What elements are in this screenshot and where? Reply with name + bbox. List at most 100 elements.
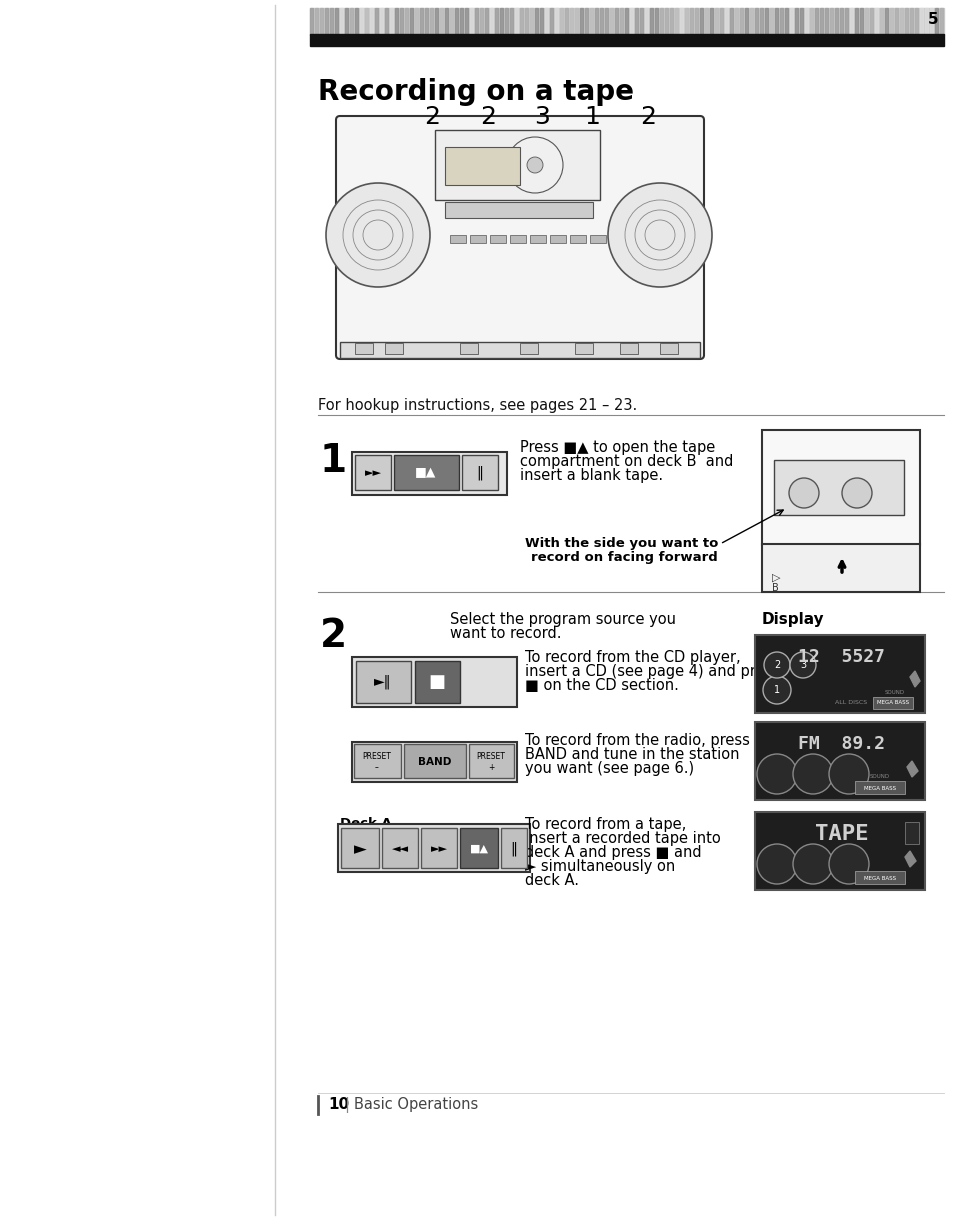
Bar <box>879 9 882 35</box>
Text: For hookup instructions, see pages 21 – 23.: For hookup instructions, see pages 21 – … <box>317 398 637 414</box>
Bar <box>314 9 317 35</box>
Bar <box>754 9 758 35</box>
Text: 2: 2 <box>639 105 656 129</box>
Text: 5: 5 <box>926 12 937 28</box>
Bar <box>644 9 647 35</box>
Bar <box>789 9 792 35</box>
Bar <box>659 343 678 354</box>
Text: BAND and tune in the station: BAND and tune in the station <box>524 747 739 762</box>
Bar <box>700 9 702 35</box>
Text: you want (see page 6.): you want (see page 6.) <box>524 761 694 776</box>
Bar <box>479 9 482 35</box>
Bar <box>724 9 727 35</box>
Text: compartment on deck B  and: compartment on deck B and <box>519 454 733 468</box>
Bar <box>589 9 593 35</box>
Text: 2: 2 <box>319 617 347 655</box>
Bar <box>450 9 453 35</box>
Text: ◄◄: ◄◄ <box>391 844 408 854</box>
Bar <box>834 9 837 35</box>
Text: |: | <box>344 1097 349 1113</box>
Bar <box>655 9 658 35</box>
Bar <box>439 9 442 35</box>
Bar <box>335 9 337 35</box>
Bar <box>569 9 573 35</box>
Text: PRESET
+: PRESET + <box>476 752 505 772</box>
Circle shape <box>762 676 790 704</box>
Bar <box>749 9 752 35</box>
Circle shape <box>792 754 832 794</box>
Text: 3: 3 <box>534 105 549 129</box>
Bar <box>704 9 707 35</box>
Bar <box>350 9 353 35</box>
Text: 2: 2 <box>423 105 439 129</box>
Circle shape <box>792 844 832 884</box>
Bar <box>515 9 517 35</box>
Bar <box>809 9 812 35</box>
Bar <box>894 9 897 35</box>
Bar <box>464 9 468 35</box>
Bar <box>729 9 732 35</box>
Bar <box>754 813 924 891</box>
Bar <box>564 9 567 35</box>
Bar <box>461 455 497 490</box>
Bar <box>664 9 667 35</box>
Bar <box>854 871 904 884</box>
Bar <box>761 544 919 592</box>
Circle shape <box>828 844 868 884</box>
Bar <box>424 9 428 35</box>
Bar <box>649 9 652 35</box>
Text: want to record.: want to record. <box>450 626 561 640</box>
Bar <box>381 828 417 867</box>
Circle shape <box>757 754 796 794</box>
Bar <box>355 9 357 35</box>
Bar <box>444 9 448 35</box>
Bar <box>530 9 533 35</box>
Bar <box>619 9 622 35</box>
Bar <box>714 9 718 35</box>
Bar <box>794 9 797 35</box>
Bar <box>884 9 887 35</box>
Bar <box>804 9 807 35</box>
Text: To record from a tape,: To record from a tape, <box>524 817 685 832</box>
Bar <box>675 9 678 35</box>
Bar <box>470 9 473 35</box>
Bar <box>754 722 924 800</box>
Text: Select the program source you: Select the program source you <box>450 612 676 627</box>
Bar <box>459 828 497 867</box>
Text: ►►: ►► <box>364 468 381 478</box>
Bar <box>579 9 582 35</box>
Text: Basic Operations: Basic Operations <box>354 1097 477 1111</box>
Bar <box>619 343 638 354</box>
Bar <box>874 9 877 35</box>
Bar <box>635 9 638 35</box>
Bar <box>490 9 493 35</box>
Bar <box>679 9 682 35</box>
Text: Display: Display <box>761 612 823 627</box>
Bar <box>444 203 593 218</box>
Bar <box>800 9 802 35</box>
Bar <box>495 9 497 35</box>
Bar <box>854 9 857 35</box>
Bar <box>595 9 598 35</box>
Bar <box>720 9 722 35</box>
Bar <box>695 9 698 35</box>
Circle shape <box>526 157 542 173</box>
Bar <box>499 9 502 35</box>
Bar <box>405 9 408 35</box>
Bar <box>773 460 903 515</box>
Bar <box>359 9 363 35</box>
Bar <box>624 9 627 35</box>
Text: ■▲: ■▲ <box>415 466 436 479</box>
Bar <box>769 9 772 35</box>
Bar <box>744 9 747 35</box>
Text: PRESET
–: PRESET – <box>362 752 391 772</box>
Bar <box>544 9 547 35</box>
Text: SOUND: SOUND <box>869 775 889 780</box>
Text: 2: 2 <box>773 660 780 670</box>
Bar <box>339 9 343 35</box>
Text: To record from the CD player,: To record from the CD player, <box>524 650 740 665</box>
Bar <box>375 9 377 35</box>
Bar <box>519 343 537 354</box>
Bar <box>524 9 527 35</box>
Bar <box>390 9 393 35</box>
